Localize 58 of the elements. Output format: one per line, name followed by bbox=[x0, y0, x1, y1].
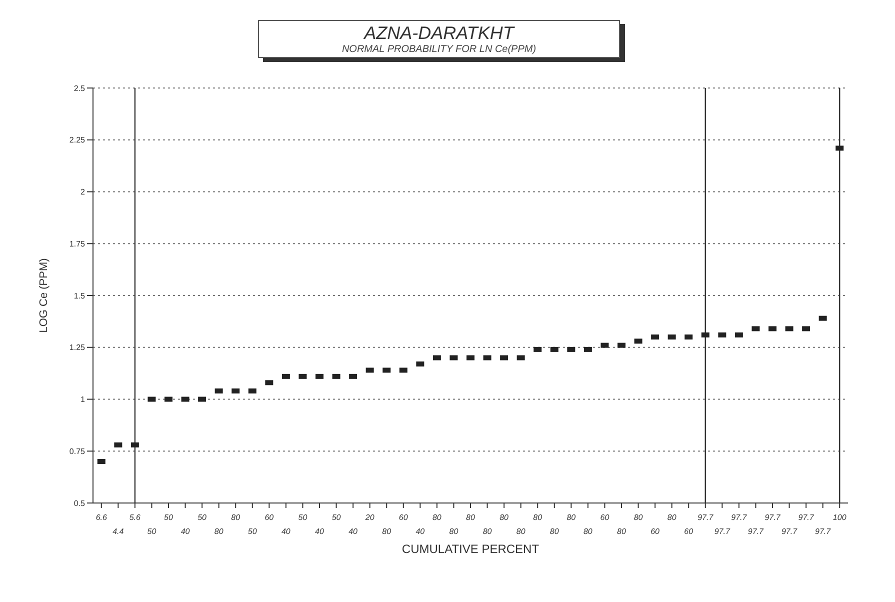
x-tick-label: 80 bbox=[566, 513, 576, 522]
x-tick-label: 80 bbox=[500, 513, 510, 522]
x-tick-label: 80 bbox=[214, 527, 224, 536]
x-tick-label: 80 bbox=[231, 513, 241, 522]
x-tick-label: 50 bbox=[248, 527, 258, 536]
x-tick-label: 6.6 bbox=[96, 513, 108, 522]
x-tick-label: 80 bbox=[617, 527, 626, 536]
y-tick-label: 0.5 bbox=[74, 498, 86, 508]
chart-title: AZNA-DARATKHT bbox=[362, 23, 516, 44]
x-tick-label: 97.7 bbox=[731, 513, 748, 522]
x-tick-label: 80 bbox=[382, 527, 392, 536]
x-tick-label: 97.7 bbox=[815, 527, 832, 536]
x-tick-label: 50 bbox=[147, 527, 157, 536]
x-tick-label: 40 bbox=[281, 527, 291, 536]
x-tick-label: 97.7 bbox=[748, 527, 764, 536]
x-tick-label: 97.7 bbox=[698, 513, 714, 522]
y-axis-title: LOG Ce (PPM) bbox=[38, 258, 50, 333]
x-tick-label: 80 bbox=[516, 527, 526, 536]
x-tick-label: 97.7 bbox=[714, 527, 730, 536]
x-tick-label: 80 bbox=[583, 527, 593, 536]
x-tick-label: 40 bbox=[416, 527, 426, 536]
y-tick-label: 2.5 bbox=[74, 84, 86, 93]
x-tick-label: 80 bbox=[482, 527, 492, 536]
x-tick-label: 80 bbox=[449, 527, 459, 536]
x-tick-label: 97.7 bbox=[798, 513, 814, 522]
y-tick-label: 1.5 bbox=[74, 291, 86, 300]
x-tick-label: 80 bbox=[634, 513, 644, 522]
x-tick-label: 60 bbox=[264, 513, 274, 522]
y-tick-label: 2 bbox=[80, 188, 86, 197]
x-tick-label: 80 bbox=[533, 513, 543, 522]
x-tick-label: 50 bbox=[198, 513, 208, 522]
x-tick-label: 60 bbox=[684, 527, 694, 536]
x-tick-label: 40 bbox=[180, 527, 190, 536]
x-tick-label: 50 bbox=[298, 513, 308, 522]
chart-subtitle: NORMAL PROBABILITY FOR LN Ce(PPM) bbox=[340, 44, 538, 55]
x-tick-label: 80 bbox=[432, 513, 442, 522]
y-tick-label: 0.75 bbox=[69, 446, 86, 456]
y-tick-label: 1.25 bbox=[69, 343, 86, 352]
x-tick-label: 50 bbox=[332, 513, 342, 522]
x-tick-label: 4.4 bbox=[112, 527, 124, 536]
x-tick-label: 60 bbox=[650, 527, 660, 536]
y-tick-label: 2.25 bbox=[69, 136, 86, 145]
y-tick-label: 1.75 bbox=[69, 239, 86, 248]
x-tick-label: 40 bbox=[348, 527, 358, 536]
x-tick-label: 97.7 bbox=[764, 513, 781, 522]
y-tick-label: 1 bbox=[80, 395, 86, 404]
x-tick-label: 80 bbox=[667, 513, 677, 522]
x-tick-label: 97.7 bbox=[781, 527, 798, 536]
x-tick-label: 100 bbox=[832, 513, 847, 522]
x-tick-label: 80 bbox=[466, 513, 476, 522]
x-tick-label: 80 bbox=[550, 527, 560, 536]
x-tick-label: 60 bbox=[398, 513, 408, 522]
x-tick-label: 5.6 bbox=[129, 513, 142, 522]
x-tick-label: 20 bbox=[364, 513, 375, 522]
x-tick-label: 50 bbox=[164, 513, 174, 522]
x-tick-label: 40 bbox=[315, 527, 324, 536]
x-tick-label: 60 bbox=[600, 513, 610, 522]
x-axis-title: CUMULATIVE PERCENT bbox=[402, 542, 540, 556]
